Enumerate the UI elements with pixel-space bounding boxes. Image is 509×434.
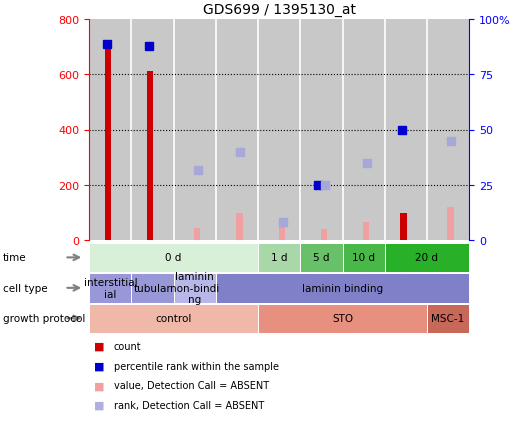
Text: ■: ■ <box>94 342 105 351</box>
Bar <box>89 20 131 241</box>
Text: STO: STO <box>331 314 352 323</box>
Bar <box>400 213 406 241</box>
Bar <box>104 47 111 241</box>
Text: ■: ■ <box>94 381 105 390</box>
Bar <box>300 20 342 241</box>
Bar <box>446 207 453 241</box>
Text: percentile rank within the sample: percentile rank within the sample <box>114 361 278 371</box>
Bar <box>426 20 468 241</box>
Text: growth protocol: growth protocol <box>3 314 85 323</box>
Text: 10 d: 10 d <box>352 253 375 263</box>
Bar <box>342 20 384 241</box>
Text: value, Detection Call = ABSENT: value, Detection Call = ABSENT <box>114 381 268 390</box>
Text: tubular: tubular <box>133 283 171 293</box>
Bar <box>194 228 200 241</box>
Bar <box>147 72 153 241</box>
Bar <box>320 230 326 241</box>
Text: laminin binding: laminin binding <box>301 283 382 293</box>
Bar <box>278 219 285 241</box>
Bar <box>384 20 426 241</box>
Bar <box>362 223 369 241</box>
Text: interstitial
ial: interstitial ial <box>83 277 137 299</box>
Title: GDS699 / 1395130_at: GDS699 / 1395130_at <box>203 3 355 17</box>
Text: 20 d: 20 d <box>415 253 438 263</box>
Bar <box>131 20 174 241</box>
Text: laminin
non-bindi
ng: laminin non-bindi ng <box>170 272 219 305</box>
Text: control: control <box>155 314 191 323</box>
Text: ■: ■ <box>94 361 105 371</box>
Text: cell type: cell type <box>3 283 47 293</box>
Text: 0 d: 0 d <box>165 253 182 263</box>
Text: 5 d: 5 d <box>313 253 329 263</box>
Text: rank, Detection Call = ABSENT: rank, Detection Call = ABSENT <box>114 400 264 410</box>
Text: MSC-1: MSC-1 <box>431 314 464 323</box>
Text: count: count <box>114 342 141 351</box>
Text: ■: ■ <box>94 400 105 410</box>
Bar <box>215 20 258 241</box>
Bar <box>236 213 242 241</box>
Text: time: time <box>3 253 26 263</box>
Text: 1 d: 1 d <box>270 253 287 263</box>
Bar <box>258 20 300 241</box>
Bar <box>174 20 215 241</box>
